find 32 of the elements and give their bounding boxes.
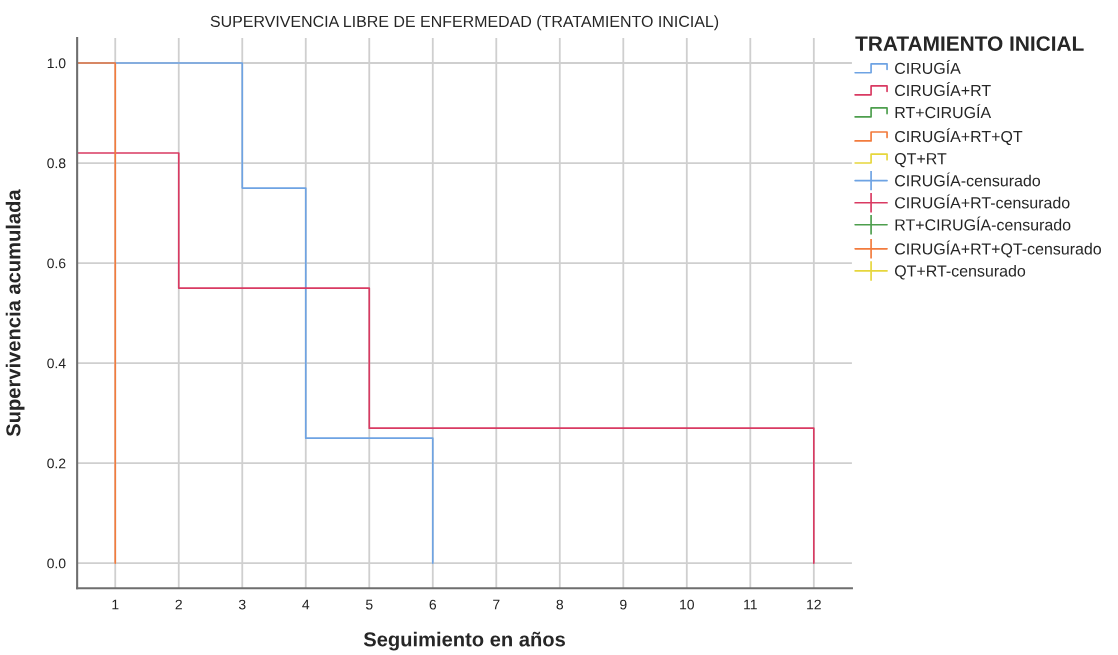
x-tick-label: 2 bbox=[175, 599, 182, 610]
legend-label: CIRUGÍA+RT+QT bbox=[895, 128, 1023, 146]
x-tick-label: 1 bbox=[112, 599, 119, 610]
y-tick-label: 0.4 bbox=[47, 358, 66, 369]
y-tick-label: 1.0 bbox=[47, 58, 66, 69]
legend-label: CIRUGÍA+RT+QT-censurado bbox=[895, 240, 1101, 258]
x-axis-title: Seguimiento en años bbox=[363, 631, 565, 651]
x-tick-label: 4 bbox=[302, 599, 310, 610]
y-tick-label: 0.6 bbox=[47, 258, 66, 269]
x-tick-label: 12 bbox=[807, 599, 821, 610]
legend-label: QT+RT-censurado bbox=[895, 264, 1026, 280]
x-tick-label: 11 bbox=[744, 599, 757, 610]
x-tick-label: 7 bbox=[493, 599, 500, 610]
legend-label: RT+CIRUGÍA bbox=[895, 104, 992, 119]
x-tick-label: 9 bbox=[620, 599, 627, 610]
chart-title: SUPERVIVENCIA LIBRE DE ENFERMEDAD (TRATAMIENTO INICIAL) bbox=[210, 15, 719, 31]
x-tick-label: 3 bbox=[238, 599, 246, 610]
y-tick-label: 0.8 bbox=[47, 158, 66, 169]
legend-label: CIRUGÍA+RT-censurado bbox=[895, 194, 1070, 209]
x-tick-label: 6 bbox=[429, 599, 437, 610]
x-tick-label: 8 bbox=[556, 599, 564, 610]
x-tick-label: 5 bbox=[365, 599, 373, 610]
legend-label: CIRUGÍA bbox=[895, 60, 961, 75]
y-axis-title: Supervivencia acumulada bbox=[5, 189, 25, 437]
legend-title: TRATAMIENTO INICIAL bbox=[855, 36, 1084, 51]
legend-label: RT+CIRUGÍA-censurado bbox=[895, 216, 1071, 231]
legend-label: CIRUGÍA+RT bbox=[895, 82, 991, 97]
y-tick-label: 0.0 bbox=[47, 558, 66, 569]
legend-label: QT+RT bbox=[895, 153, 947, 168]
x-tick-label: 10 bbox=[680, 599, 694, 610]
y-tick-label: 0.2 bbox=[47, 458, 66, 469]
legend-label: CIRUGÍA-censurado bbox=[895, 172, 1041, 187]
